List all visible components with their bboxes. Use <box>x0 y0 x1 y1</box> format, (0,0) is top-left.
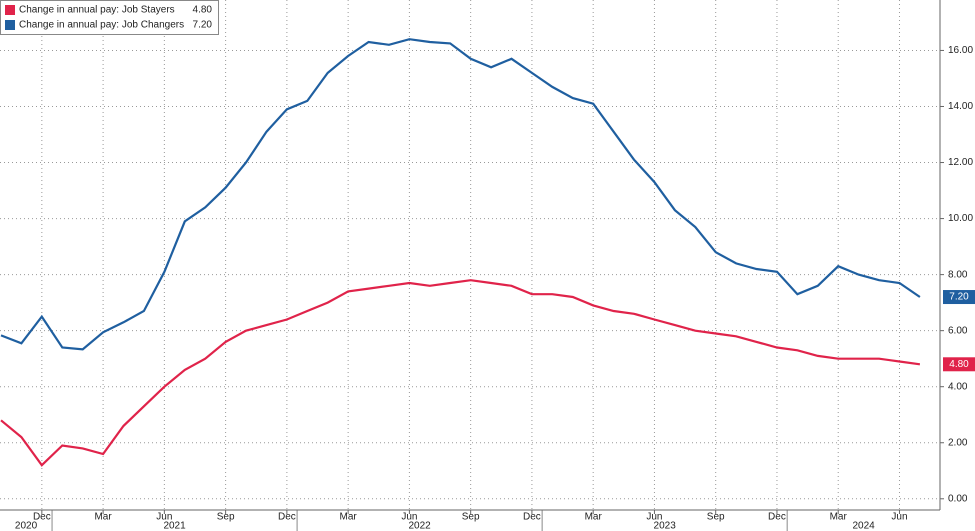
x-year-label: 2024 <box>852 521 875 531</box>
y-tick-label: 4.00 <box>948 381 968 392</box>
legend-box <box>0 0 219 35</box>
legend-value: 4.80 <box>193 5 213 16</box>
y-tick-label: 6.00 <box>948 325 968 336</box>
y-tick-label: 2.00 <box>948 437 968 448</box>
legend-swatch <box>5 20 15 30</box>
y-tick-label: 16.00 <box>948 45 973 56</box>
legend-value: 7.20 <box>193 20 213 31</box>
x-tick-label: Jun <box>156 512 172 523</box>
legend-swatch <box>5 5 15 15</box>
x-tick-label: Dec <box>523 512 541 523</box>
x-year-label: 2021 <box>163 521 186 531</box>
end-label: 7.20 <box>949 292 969 303</box>
x-tick-label: Mar <box>585 512 603 523</box>
legend-label: Change in annual pay: Job Stayers <box>19 5 175 16</box>
x-tick-label: Jun <box>401 512 417 523</box>
end-label-box <box>943 290 975 305</box>
x-tick-label: Mar <box>340 512 358 523</box>
x-tick-label: Dec <box>278 512 296 523</box>
y-tick-label: 0.00 <box>948 493 968 504</box>
y-tick-label: 12.00 <box>948 157 973 168</box>
y-tick-label: 14.00 <box>948 101 973 112</box>
legend: Change in annual pay: Job Stayers 4.80 Cha… <box>0 0 219 35</box>
x-tick-label: Dec <box>768 512 786 523</box>
x-tick-label: Mar <box>94 512 112 523</box>
x-year-label: 2022 <box>408 521 431 531</box>
series-line <box>0 38 921 351</box>
series-line <box>0 279 921 467</box>
y-tick-label: 8.00 <box>948 269 968 280</box>
x-tick-label: Jun <box>646 512 662 523</box>
x-tick-label: Sep <box>707 512 725 523</box>
x-year-label: 2023 <box>654 521 677 531</box>
x-tick-label: Sep <box>462 512 480 523</box>
x-tick-label: Dec <box>33 512 51 523</box>
y-tick-label: 10.00 <box>948 213 973 224</box>
x-tick-label: Jun <box>891 512 907 523</box>
x-year-label: 2020 <box>15 521 38 531</box>
end-label: 4.80 <box>949 359 969 370</box>
legend-label: Change in annual pay: Job Changers <box>19 20 184 31</box>
x-tick-label: Sep <box>217 512 235 523</box>
end-label-box <box>943 357 975 372</box>
x-tick-label: Mar <box>830 512 848 523</box>
